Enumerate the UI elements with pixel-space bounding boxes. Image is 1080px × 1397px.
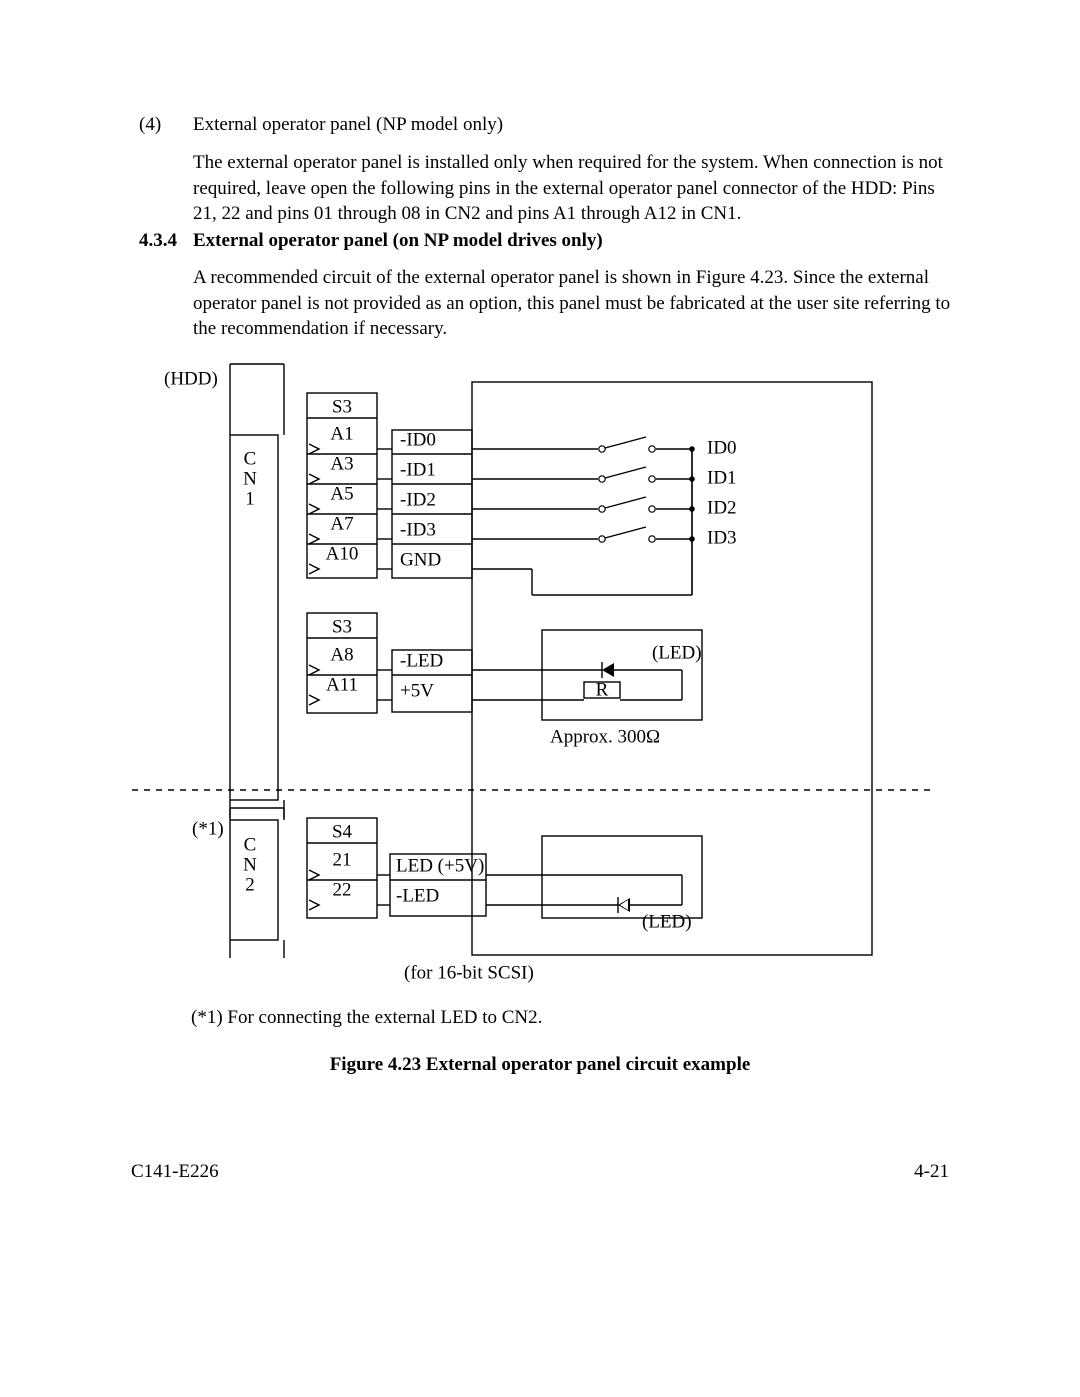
svg-text:(LED): (LED) — [652, 642, 702, 663]
svg-text:(for 16-bit SCSI): (for 16-bit SCSI) — [404, 962, 534, 983]
svg-text:GND: GND — [400, 549, 441, 570]
circuit-diagram: (HDD)CN1S3A1A3A5A7A10-ID0-ID1-ID2-ID3GND… — [132, 360, 952, 1000]
svg-text:(LED): (LED) — [642, 911, 692, 932]
svg-text:-ID1: -ID1 — [400, 459, 436, 480]
svg-text:21: 21 — [333, 849, 352, 870]
svg-text:N: N — [243, 468, 257, 489]
svg-text:N: N — [243, 854, 257, 875]
svg-text:-LED: -LED — [400, 650, 443, 671]
svg-text:A8: A8 — [330, 644, 353, 665]
diagram-wrapper: (HDD)CN1S3A1A3A5A7A10-ID0-ID1-ID2-ID3GND… — [132, 360, 952, 1000]
page: (4) External operator panel (NP model on… — [0, 0, 1080, 1397]
figure-caption: Figure 4.23 External operator panel circ… — [0, 1052, 1080, 1078]
svg-text:LED (+5V): LED (+5V) — [396, 855, 484, 876]
svg-text:S4: S4 — [332, 821, 353, 842]
svg-text:ID3: ID3 — [707, 527, 737, 548]
footnote: (*1) For connecting the external LED to … — [191, 1005, 542, 1031]
svg-text:A7: A7 — [330, 513, 353, 534]
svg-text:1: 1 — [245, 488, 255, 509]
svg-text:ID0: ID0 — [707, 437, 737, 458]
svg-text:A3: A3 — [330, 453, 353, 474]
svg-text:ID1: ID1 — [707, 467, 737, 488]
list-title-4: External operator panel (NP model only) — [193, 112, 503, 138]
svg-text:A5: A5 — [330, 483, 353, 504]
svg-text:A11: A11 — [326, 674, 358, 695]
svg-text:(HDD): (HDD) — [164, 368, 218, 389]
svg-text:S3: S3 — [332, 396, 352, 417]
section-para: A recommended circuit of the external op… — [193, 265, 955, 342]
svg-text:22: 22 — [333, 879, 352, 900]
footer-right: 4-21 — [914, 1159, 949, 1185]
list-num-4: (4) — [139, 112, 161, 138]
svg-text:C: C — [244, 448, 257, 469]
list-para-4: The external operator panel is installed… — [193, 150, 955, 227]
svg-text:R: R — [596, 679, 609, 700]
svg-text:-ID2: -ID2 — [400, 489, 436, 510]
svg-text:-ID3: -ID3 — [400, 519, 436, 540]
svg-text:-ID0: -ID0 — [400, 429, 436, 450]
svg-text:C: C — [244, 834, 257, 855]
svg-text:ID2: ID2 — [707, 497, 737, 518]
svg-text:+5V: +5V — [400, 680, 434, 701]
svg-text:A10: A10 — [326, 543, 359, 564]
footer-left: C141-E226 — [131, 1159, 219, 1185]
svg-text:Approx. 300Ω: Approx. 300Ω — [550, 726, 660, 747]
svg-text:(*1): (*1) — [192, 818, 224, 839]
svg-text:S3: S3 — [332, 616, 352, 637]
svg-text:A1: A1 — [330, 423, 353, 444]
svg-text:-LED: -LED — [396, 885, 439, 906]
svg-text:2: 2 — [245, 874, 255, 895]
section-num: 4.3.4 — [139, 228, 177, 254]
section-title: External operator panel (on NP model dri… — [193, 228, 603, 254]
